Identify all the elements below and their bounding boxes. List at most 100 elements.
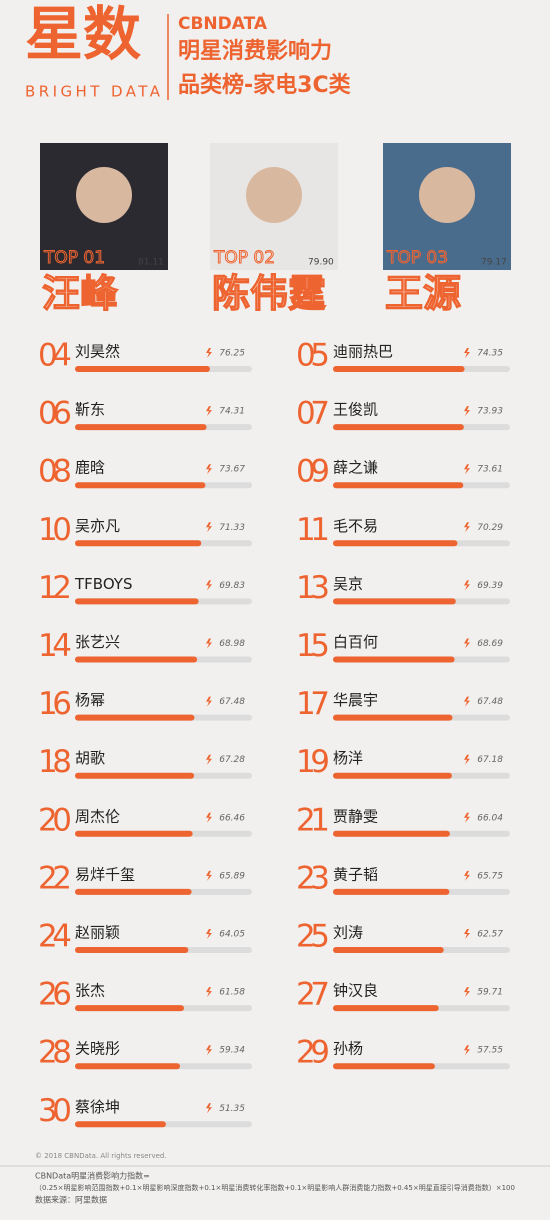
bolt-icon bbox=[206, 754, 212, 765]
value: 67.48 bbox=[477, 697, 503, 707]
bar bbox=[75, 482, 206, 489]
rank: 22 bbox=[38, 860, 72, 896]
rank: 16 bbox=[38, 686, 72, 722]
name: 贾静雯 bbox=[333, 807, 378, 825]
bolt-icon bbox=[206, 580, 212, 591]
rank: 14 bbox=[38, 628, 72, 664]
value: 73.67 bbox=[219, 465, 245, 475]
top-label: TOP 01 bbox=[43, 248, 105, 268]
value: 67.48 bbox=[219, 697, 245, 707]
name: 周杰伦 bbox=[75, 807, 120, 825]
rank: 29 bbox=[296, 1035, 330, 1071]
name: 迪丽热巴 bbox=[333, 343, 393, 361]
rank: 13 bbox=[296, 570, 330, 606]
rank: 17 bbox=[296, 686, 330, 722]
bar bbox=[333, 482, 464, 489]
bar bbox=[333, 830, 450, 837]
value: 69.83 bbox=[219, 581, 245, 591]
name: 黄子韬 bbox=[333, 865, 378, 883]
rank: 15 bbox=[296, 628, 330, 664]
name: 杨幂 bbox=[75, 691, 105, 709]
value: 57.55 bbox=[477, 1046, 503, 1056]
photo-face bbox=[419, 167, 475, 223]
value: 68.69 bbox=[477, 639, 503, 649]
bolt-icon bbox=[206, 348, 212, 358]
bolt-icon bbox=[206, 522, 212, 533]
name: 钟汉良 bbox=[333, 982, 378, 1000]
bar bbox=[333, 540, 458, 547]
top-name: 王源 bbox=[385, 272, 461, 316]
bar bbox=[333, 888, 450, 895]
bolt-icon bbox=[206, 406, 212, 417]
bolt-icon bbox=[464, 987, 470, 998]
rank: 08 bbox=[38, 454, 72, 490]
bar bbox=[75, 772, 195, 779]
bar bbox=[333, 947, 444, 953]
bar bbox=[333, 424, 464, 431]
rank: 23 bbox=[296, 860, 330, 896]
rank: 21 bbox=[296, 802, 330, 838]
bolt-icon bbox=[464, 580, 470, 591]
name: 华晨宇 bbox=[333, 691, 378, 709]
top-value: 79.90 bbox=[308, 258, 334, 268]
brand: CBNDATA bbox=[178, 14, 268, 34]
bar bbox=[75, 888, 192, 895]
formula-title: CBNData明星消费影响力指数= bbox=[35, 1171, 150, 1181]
bolt-icon bbox=[206, 638, 212, 649]
bar bbox=[333, 772, 452, 779]
bar bbox=[75, 1063, 181, 1070]
bar bbox=[333, 598, 456, 605]
value: 73.61 bbox=[477, 465, 503, 475]
value: 59.34 bbox=[219, 1046, 245, 1056]
name: 刘昊然 bbox=[75, 343, 120, 361]
bar bbox=[75, 714, 195, 721]
rank: 27 bbox=[296, 977, 330, 1013]
name: TFBOYS bbox=[74, 575, 133, 593]
bar bbox=[75, 540, 202, 547]
name: 吴亦凡 bbox=[75, 517, 120, 535]
value: 70.29 bbox=[477, 523, 503, 533]
bar bbox=[75, 947, 189, 953]
name: 靳东 bbox=[75, 401, 105, 419]
name: 胡歌 bbox=[75, 749, 105, 767]
value: 73.93 bbox=[477, 407, 503, 417]
bolt-icon bbox=[206, 929, 212, 939]
name: 吴京 bbox=[333, 575, 363, 593]
value: 65.75 bbox=[477, 871, 503, 881]
top-label: TOP 03 bbox=[386, 248, 448, 268]
value: 69.39 bbox=[477, 581, 503, 591]
value: 64.05 bbox=[219, 930, 245, 940]
bolt-icon bbox=[206, 812, 212, 823]
source: 数据来源：阿里数据 bbox=[35, 1195, 107, 1205]
value: 76.25 bbox=[219, 349, 245, 359]
value: 71.33 bbox=[219, 523, 245, 533]
photo-face bbox=[76, 167, 132, 223]
name: 白百何 bbox=[333, 633, 378, 651]
bar bbox=[75, 830, 193, 837]
name: 张艺兴 bbox=[75, 633, 120, 651]
rank: 07 bbox=[296, 396, 330, 432]
value: 59.71 bbox=[477, 988, 503, 998]
bolt-icon bbox=[206, 464, 212, 475]
top-value: 79.17 bbox=[481, 258, 507, 268]
name: 刘涛 bbox=[333, 924, 363, 942]
bar bbox=[333, 714, 453, 721]
rank: 06 bbox=[38, 396, 72, 432]
rank: 12 bbox=[38, 570, 72, 606]
value: 67.28 bbox=[219, 755, 245, 765]
value: 51.35 bbox=[219, 1104, 245, 1114]
top-name: 汪峰 bbox=[42, 272, 118, 316]
name: 蔡徐坤 bbox=[75, 1098, 120, 1116]
value: 66.04 bbox=[477, 813, 503, 823]
bar bbox=[333, 656, 455, 663]
logo: 星数 bbox=[25, 0, 141, 68]
bar bbox=[333, 1005, 439, 1012]
value: 74.35 bbox=[477, 349, 503, 359]
name: 杨洋 bbox=[333, 749, 363, 767]
value: 61.58 bbox=[219, 988, 245, 998]
copyright: © 2018 CBNData. All rights reserved. bbox=[35, 1152, 167, 1160]
bar bbox=[333, 1063, 435, 1070]
bolt-icon bbox=[464, 638, 470, 649]
bolt-icon bbox=[464, 870, 470, 881]
